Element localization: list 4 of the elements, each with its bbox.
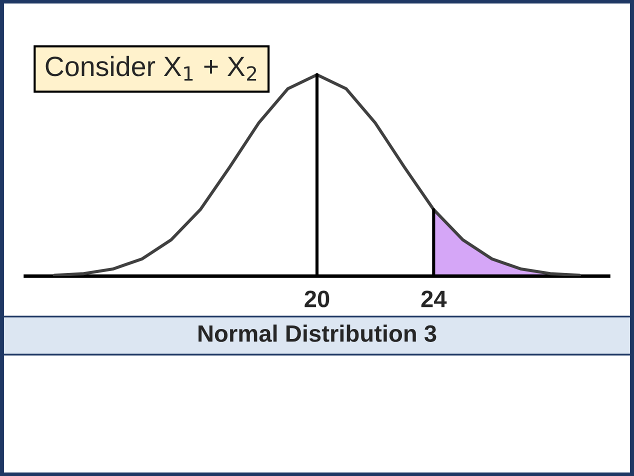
text: Normal Distribution 3 [198, 324, 436, 342]
x-tick-label: 20 [304, 290, 330, 308]
x-tick-label: 24 [421, 290, 447, 308]
annotation: Consider X$_{1}$ + X$_{2}$ [46, 56, 256, 81]
